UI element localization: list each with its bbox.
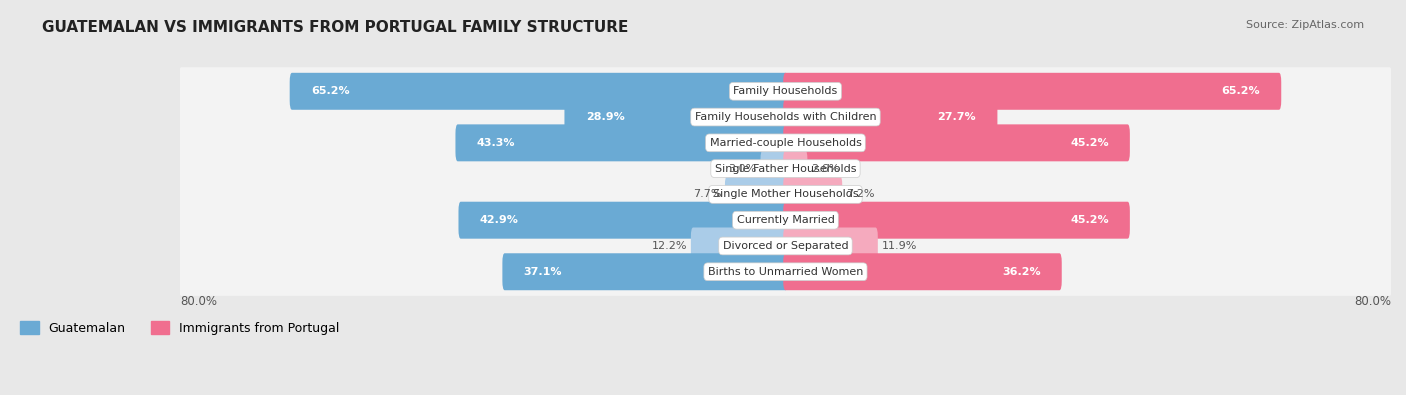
FancyBboxPatch shape (761, 150, 787, 187)
Text: 42.9%: 42.9% (479, 215, 519, 225)
FancyBboxPatch shape (783, 253, 1062, 290)
FancyBboxPatch shape (690, 228, 787, 265)
FancyBboxPatch shape (783, 124, 1130, 161)
Text: 2.6%: 2.6% (811, 164, 839, 174)
FancyBboxPatch shape (725, 176, 787, 213)
FancyBboxPatch shape (783, 176, 842, 213)
Legend: Guatemalan, Immigrants from Portugal: Guatemalan, Immigrants from Portugal (15, 316, 344, 340)
FancyBboxPatch shape (783, 228, 877, 265)
Text: 80.0%: 80.0% (1354, 295, 1391, 308)
Text: Single Mother Households: Single Mother Households (713, 190, 858, 199)
Text: 43.3%: 43.3% (477, 138, 515, 148)
FancyBboxPatch shape (458, 202, 787, 239)
Text: 65.2%: 65.2% (1222, 86, 1260, 96)
FancyBboxPatch shape (456, 124, 787, 161)
Text: 11.9%: 11.9% (882, 241, 917, 251)
FancyBboxPatch shape (179, 170, 1392, 218)
Text: 36.2%: 36.2% (1002, 267, 1040, 277)
Text: Source: ZipAtlas.com: Source: ZipAtlas.com (1246, 20, 1364, 30)
FancyBboxPatch shape (179, 119, 1392, 167)
FancyBboxPatch shape (179, 248, 1392, 296)
Text: Family Households with Children: Family Households with Children (695, 112, 876, 122)
Text: Divorced or Separated: Divorced or Separated (723, 241, 848, 251)
FancyBboxPatch shape (783, 202, 1130, 239)
Text: 28.9%: 28.9% (586, 112, 624, 122)
FancyBboxPatch shape (502, 253, 787, 290)
Text: 37.1%: 37.1% (523, 267, 562, 277)
Text: 7.2%: 7.2% (846, 190, 875, 199)
Text: 27.7%: 27.7% (938, 112, 976, 122)
Text: GUATEMALAN VS IMMIGRANTS FROM PORTUGAL FAMILY STRUCTURE: GUATEMALAN VS IMMIGRANTS FROM PORTUGAL F… (42, 20, 628, 35)
Text: 45.2%: 45.2% (1070, 138, 1109, 148)
FancyBboxPatch shape (179, 196, 1392, 244)
Text: Married-couple Households: Married-couple Households (710, 138, 862, 148)
FancyBboxPatch shape (179, 145, 1392, 193)
FancyBboxPatch shape (290, 73, 787, 110)
Text: 65.2%: 65.2% (311, 86, 350, 96)
Text: Births to Unmarried Women: Births to Unmarried Women (707, 267, 863, 277)
FancyBboxPatch shape (783, 73, 1281, 110)
FancyBboxPatch shape (783, 99, 997, 135)
Text: 12.2%: 12.2% (651, 241, 688, 251)
Text: 3.0%: 3.0% (728, 164, 756, 174)
FancyBboxPatch shape (179, 67, 1392, 115)
FancyBboxPatch shape (564, 99, 787, 135)
FancyBboxPatch shape (783, 150, 807, 187)
Text: Single Father Households: Single Father Households (714, 164, 856, 174)
Text: Currently Married: Currently Married (737, 215, 834, 225)
FancyBboxPatch shape (179, 93, 1392, 141)
Text: 80.0%: 80.0% (180, 295, 217, 308)
Text: 45.2%: 45.2% (1070, 215, 1109, 225)
FancyBboxPatch shape (179, 222, 1392, 270)
Text: Family Households: Family Households (734, 86, 838, 96)
Text: 7.7%: 7.7% (693, 190, 721, 199)
